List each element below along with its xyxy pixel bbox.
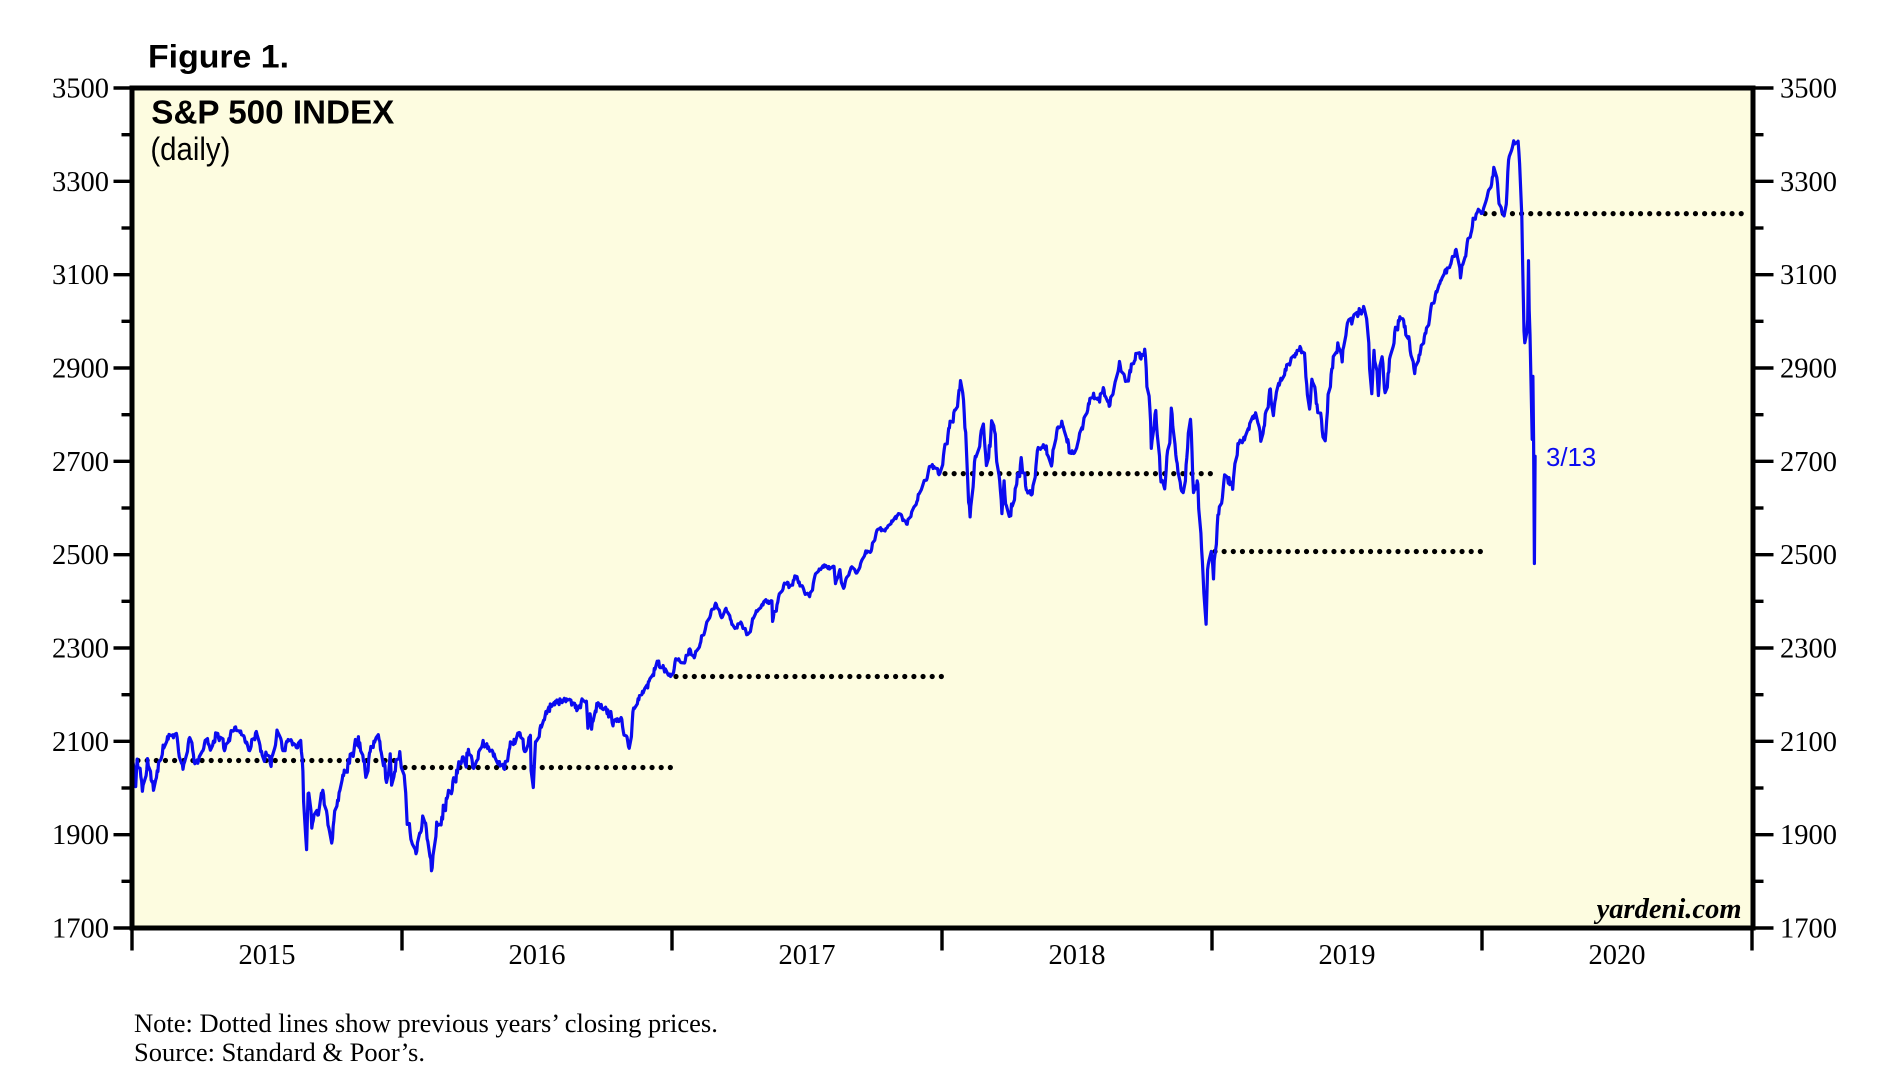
svg-text:2900: 2900 — [1780, 354, 1837, 385]
svg-text:1700: 1700 — [52, 914, 109, 945]
svg-text:2100: 2100 — [1780, 727, 1837, 758]
svg-text:2016: 2016 — [509, 940, 566, 971]
svg-text:2020: 2020 — [1589, 940, 1646, 971]
svg-text:1900: 1900 — [52, 820, 109, 851]
svg-text:1700: 1700 — [1780, 914, 1837, 945]
svg-text:2015: 2015 — [239, 940, 296, 971]
svg-text:yardeni.com: yardeni.com — [1594, 894, 1742, 925]
svg-text:3500: 3500 — [52, 74, 109, 105]
svg-text:2300: 2300 — [52, 634, 109, 665]
svg-text:Figure 1.: Figure 1. — [148, 38, 289, 74]
svg-text:2500: 2500 — [1780, 540, 1837, 571]
svg-text:(daily): (daily) — [150, 131, 230, 167]
svg-text:3100: 3100 — [1780, 260, 1837, 291]
svg-text:3300: 3300 — [1780, 167, 1837, 198]
svg-text:2700: 2700 — [1780, 447, 1837, 478]
svg-text:2500: 2500 — [52, 540, 109, 571]
svg-text:Source: Standard & Poor’s.: Source: Standard & Poor’s. — [134, 1037, 425, 1067]
svg-text:2700: 2700 — [52, 447, 109, 478]
svg-text:2900: 2900 — [52, 354, 109, 385]
svg-text:2017: 2017 — [779, 940, 836, 971]
svg-text:Note: Dotted lines show previo: Note: Dotted lines show previous years’ … — [134, 1008, 718, 1038]
svg-text:1900: 1900 — [1780, 820, 1837, 851]
svg-text:2100: 2100 — [52, 727, 109, 758]
svg-text:S&P 500 INDEX: S&P 500 INDEX — [151, 93, 395, 131]
svg-text:3300: 3300 — [52, 167, 109, 198]
svg-text:2019: 2019 — [1319, 940, 1376, 971]
svg-text:3/13: 3/13 — [1546, 444, 1596, 472]
svg-text:2300: 2300 — [1780, 634, 1837, 665]
svg-text:3500: 3500 — [1780, 74, 1837, 105]
svg-text:3100: 3100 — [52, 260, 109, 291]
svg-text:2018: 2018 — [1049, 940, 1106, 971]
